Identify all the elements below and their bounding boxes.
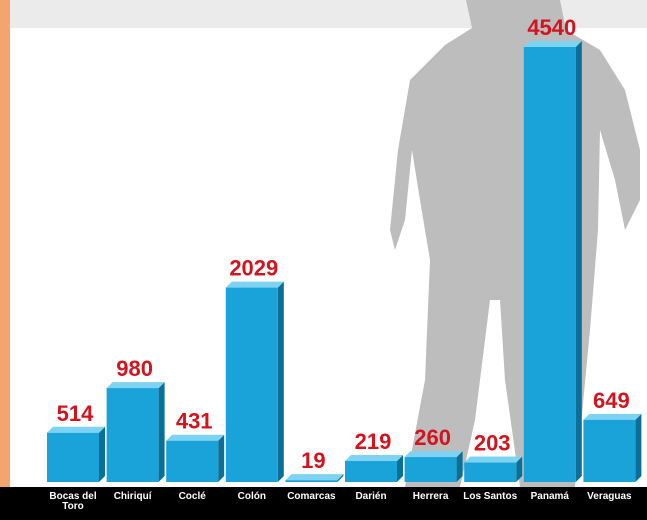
bar-top xyxy=(583,414,641,420)
bar xyxy=(464,463,516,482)
bar-side xyxy=(159,382,165,482)
value-label: 260 xyxy=(414,425,451,450)
category-label: Coclé xyxy=(162,492,222,502)
bar-side xyxy=(278,282,284,482)
value-label: 649 xyxy=(593,388,630,413)
value-label: 4540 xyxy=(527,15,576,40)
bar-side xyxy=(635,414,641,482)
bar xyxy=(285,480,337,482)
category-label: Comarcas xyxy=(281,492,341,502)
value-label: 431 xyxy=(176,409,213,434)
bar-top xyxy=(226,282,284,288)
category-label: Panamá xyxy=(520,492,580,502)
infographic: 514 980 431 2029 19 219 260 203 4540 649 Bocas de… xyxy=(0,0,647,520)
category-label: Bocas del Toro xyxy=(43,492,103,512)
bar-top xyxy=(166,435,224,441)
side-strip xyxy=(0,0,10,487)
value-label: 514 xyxy=(57,401,94,426)
bar-top xyxy=(464,457,522,463)
bar-side xyxy=(99,427,105,482)
bar-side xyxy=(576,41,582,482)
bar-top xyxy=(345,455,403,461)
bar xyxy=(166,441,218,482)
category-label: Herrera xyxy=(401,492,461,502)
bar-top xyxy=(47,427,105,433)
bar-top xyxy=(524,41,582,47)
bar xyxy=(583,420,635,482)
bar xyxy=(524,47,576,482)
chart: 514 980 431 2029 19 219 260 203 4540 649 xyxy=(0,0,647,520)
bar-side xyxy=(218,435,224,482)
category-label: Chiriquí xyxy=(103,492,163,502)
value-label: 2029 xyxy=(229,256,278,281)
category-label: Darién xyxy=(341,492,401,502)
bar-top xyxy=(285,474,343,480)
bar-top xyxy=(405,451,463,457)
category-label: Colón xyxy=(222,492,282,502)
bar xyxy=(226,288,278,482)
bar xyxy=(345,461,397,482)
bar xyxy=(107,388,159,482)
bar-top xyxy=(107,382,165,388)
value-label: 219 xyxy=(355,429,392,454)
bar xyxy=(47,433,99,482)
bar xyxy=(405,457,457,482)
category-label: Los Santos xyxy=(460,492,520,502)
value-label: 19 xyxy=(301,448,325,473)
category-label: Veraguas xyxy=(579,492,639,502)
value-label: 980 xyxy=(116,356,153,381)
value-label: 203 xyxy=(474,431,511,456)
